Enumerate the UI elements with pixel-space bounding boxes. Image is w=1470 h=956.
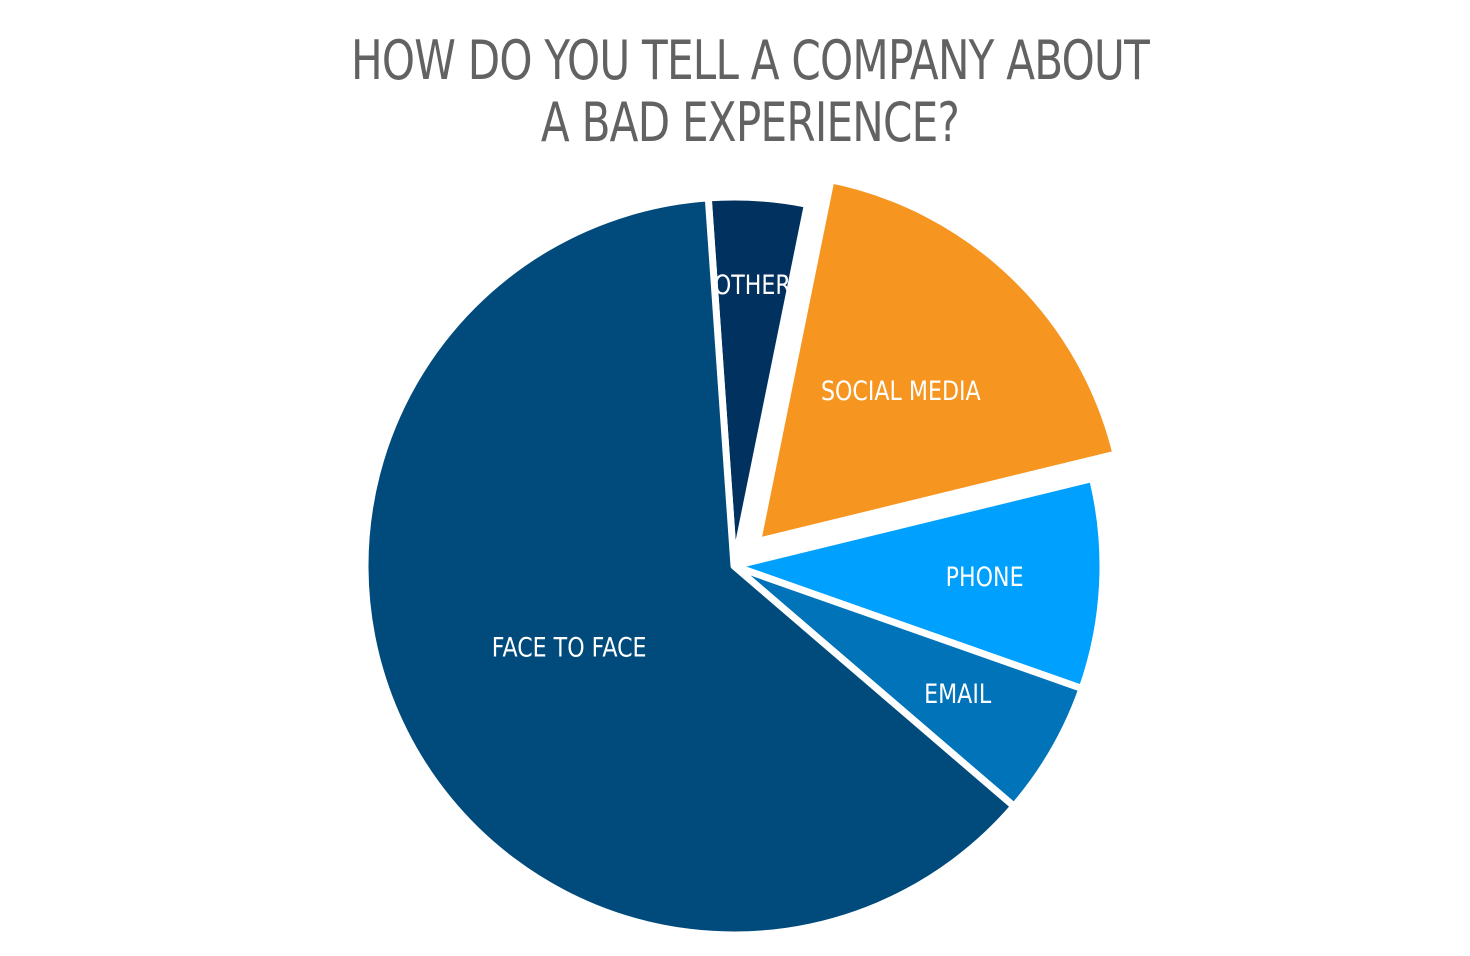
- chart-title: HOW DO YOU TELL A COMPANY ABOUT A BAD EX…: [165, 30, 1335, 154]
- slice-label-email: EMAIL: [924, 678, 991, 710]
- slice-label-other: OTHER: [714, 269, 791, 301]
- chart-title-line-2: A BAD EXPERIENCE?: [540, 91, 960, 154]
- pie-slice-face-to-face: [361, 194, 1018, 939]
- slice-label-social-media: SOCIAL MEDIA: [821, 375, 981, 407]
- pie-slices: [361, 176, 1120, 939]
- pie-labels: OTHER SOCIAL MEDIA PHONE EMAIL FACE TO FACE: [492, 269, 1024, 710]
- slice-label-phone: PHONE: [946, 561, 1024, 593]
- chart-title-line-1: HOW DO YOU TELL A COMPANY ABOUT: [350, 29, 1150, 92]
- slice-label-face-to-face: FACE TO FACE: [492, 631, 647, 663]
- pie-slice-social-media: [754, 176, 1120, 545]
- pie-slice-phone: [730, 474, 1107, 693]
